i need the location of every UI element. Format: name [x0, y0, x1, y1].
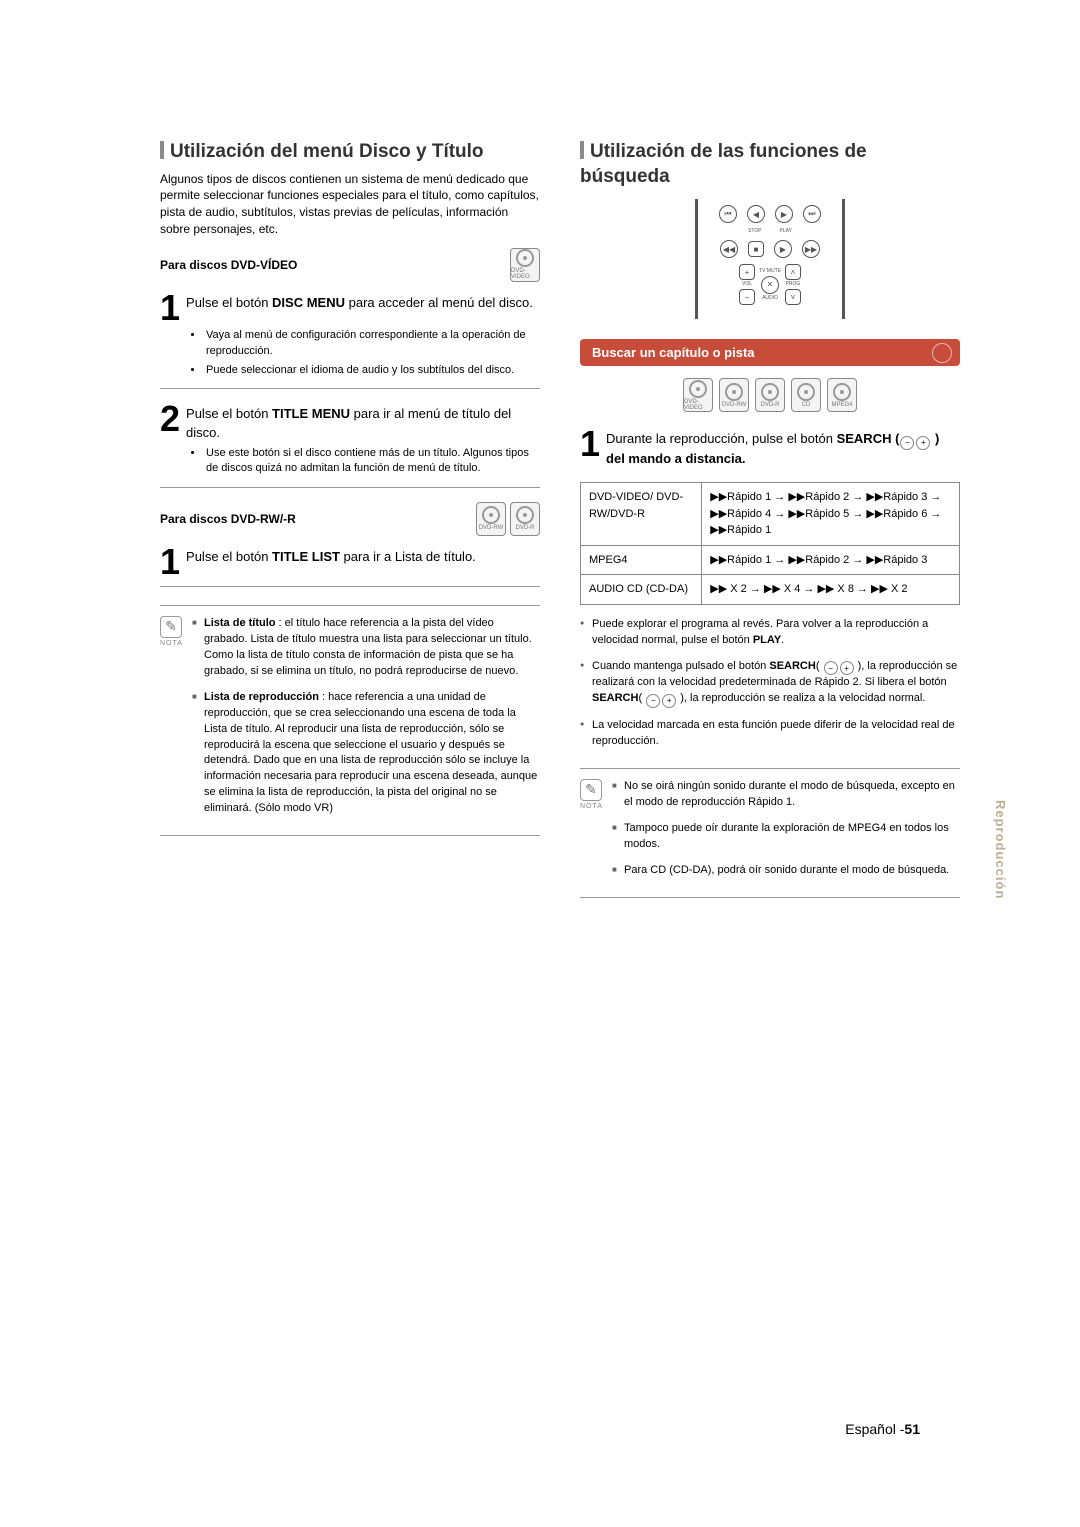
right-step-1: 1 Durante la reproducción, pulse el botó… — [580, 428, 960, 468]
note-icon: ✎ — [580, 779, 602, 801]
table-row: AUDIO CD (CD-DA) ▶▶ X 2 → ▶▶ X 4 → ▶▶ X … — [581, 575, 960, 605]
stop-icon: ■ — [748, 241, 764, 257]
step-number: 1 — [160, 292, 180, 324]
step-number: 2 — [160, 403, 180, 441]
skip-back-icon: ◀◀ — [720, 240, 738, 258]
fwd-inline-icon: + — [916, 436, 930, 450]
bullet: Puede seleccionar el idioma de audio y l… — [204, 363, 540, 378]
fwd-icon: ▶ — [775, 205, 793, 223]
badge-dvd-rw: DVD-RW — [476, 502, 506, 536]
table-row: DVD-VIDEO/ DVD-RW/DVD-R ▶▶Rápido 1 → ▶▶R… — [581, 483, 960, 546]
rew-inline-icon: − — [646, 694, 660, 708]
speed-table: DVD-VIDEO/ DVD-RW/DVD-R ▶▶Rápido 1 → ▶▶R… — [580, 482, 960, 605]
note-item: Para CD (CD-DA), podrá oír sonido durant… — [612, 863, 960, 879]
bullet: Use este botón si el disco contiene más … — [204, 446, 540, 477]
badge-dvd-rw: DVD-RW — [719, 378, 749, 412]
step-number: 1 — [580, 428, 600, 468]
remote-diagram: ⏮ ◀ ▶ ⏭ STOP PLAY ◀◀ ■ ▶ ▶▶ + VOL − — [695, 199, 845, 319]
next-icon: ⏭ — [803, 205, 821, 223]
table-cell: AUDIO CD (CD-DA) — [581, 575, 702, 605]
left-step-1: 1 Pulse el botón DISC MENU para acceder … — [160, 292, 540, 324]
bullet: Puede explorar el programa al revés. Par… — [580, 617, 960, 649]
table-cell: MPEG4 — [581, 545, 702, 575]
badge-dvd-r: DVD-R — [510, 502, 540, 536]
skip-fwd-icon: ▶▶ — [802, 240, 820, 258]
disc-badges-row: DVD-VIDEO DVD-RW DVD-R CD MPEG4 — [580, 378, 960, 412]
note-item: Lista de título : el título hace referen… — [192, 616, 540, 680]
left-intro: Algunos tipos de discos contienen un sis… — [160, 171, 540, 238]
rew-inline-icon: − — [824, 661, 838, 675]
badge-cd: CD — [791, 378, 821, 412]
note-item: Tampoco puede oír durante la exploración… — [612, 821, 960, 853]
left-step-2: 2 Pulse el botón TITLE MENU para ir al m… — [160, 403, 540, 441]
badge-dvd-r: DVD-R — [755, 378, 785, 412]
rew-inline-icon: − — [900, 436, 914, 450]
note-block-left: ✎ NOTA Lista de título : el título hace … — [160, 605, 540, 827]
bullet: Cuando mantenga pulsado el botón SEARCH(… — [580, 659, 960, 709]
table-cell: ▶▶Rápido 1 → ▶▶Rápido 2 → ▶▶Rápido 3 → ▶… — [702, 483, 960, 546]
badge-mpeg4: MPEG4 — [827, 378, 857, 412]
table-cell: DVD-VIDEO/ DVD-RW/DVD-R — [581, 483, 702, 546]
prog-up-icon: ˄ — [785, 264, 801, 280]
search-heading-bar: Buscar un capítulo o pista — [580, 339, 960, 366]
note-item: No se oirá ningún sonido durante el modo… — [612, 779, 960, 811]
bullet: Vaya al menú de configuración correspond… — [204, 328, 540, 359]
vol-down-icon: − — [739, 289, 755, 305]
mute-icon: ✕ — [761, 276, 779, 294]
vol-up-icon: + — [739, 264, 755, 280]
bullet: La velocidad marcada en esta función pue… — [580, 718, 960, 750]
fwd-inline-icon: + — [840, 661, 854, 675]
left-section-title: Utilización del menú Disco y Título — [160, 140, 540, 165]
subhead-dvd-video: Para discos DVD-VÍDEO — [160, 258, 297, 272]
right-column: Utilización de las funciones de búsqueda… — [580, 140, 960, 912]
note-item: Lista de reproducción : hace referencia … — [192, 690, 540, 818]
side-tab: Reproducción — [993, 800, 1008, 899]
badge-dvd-video: DVD-VIDEO — [683, 378, 713, 412]
page-footer: Español -51 — [845, 1421, 920, 1437]
note-icon: ✎ — [160, 616, 182, 638]
right-section-title: Utilización de las funciones de búsqueda — [580, 140, 960, 189]
step-number: 1 — [160, 546, 180, 578]
fwd-inline-icon: + — [662, 694, 676, 708]
subhead-dvd-rw-r: Para discos DVD-RW/-R — [160, 512, 296, 526]
badge-dvd-video: DVD-VIDEO — [510, 248, 540, 282]
left-step-3: 1 Pulse el botón TITLE LIST para ir a Li… — [160, 546, 540, 578]
left-column: Utilización del menú Disco y Título Algu… — [160, 140, 540, 912]
table-row: MPEG4 ▶▶Rápido 1 → ▶▶Rápido 2 → ▶▶Rápido… — [581, 545, 960, 575]
table-cell: ▶▶ X 2 → ▶▶ X 4 → ▶▶ X 8 → ▶▶ X 2 — [702, 575, 960, 605]
play-icon: ▶ — [774, 240, 792, 258]
table-cell: ▶▶Rápido 1 → ▶▶Rápido 2 → ▶▶Rápido 3 — [702, 545, 960, 575]
prog-down-icon: ˅ — [785, 289, 801, 305]
rew-icon: ◀ — [747, 205, 765, 223]
prev-icon: ⏮ — [719, 205, 737, 223]
note-block-right: ✎ NOTA No se oirá ningún sonido durante … — [580, 768, 960, 889]
